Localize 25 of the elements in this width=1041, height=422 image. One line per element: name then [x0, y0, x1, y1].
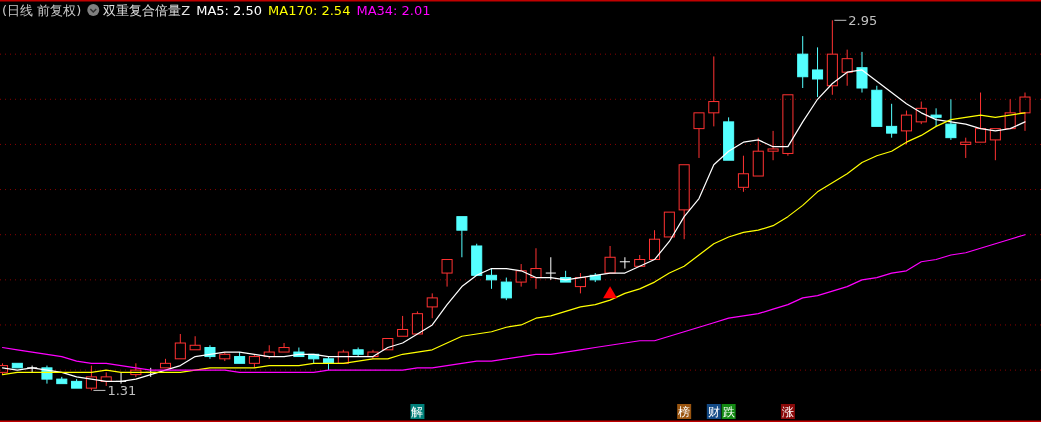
candlestick [619, 256, 631, 270]
x-tick-label: 财 [707, 405, 720, 419]
candlestick [367, 349, 379, 360]
candlestick [930, 107, 942, 127]
candlestick [767, 130, 779, 161]
candlestick [856, 51, 868, 94]
x-tick-label: 解 [411, 405, 424, 419]
candlestick [708, 55, 720, 127]
text: MA34: 2.01 [356, 3, 431, 18]
annotation: 2.95 [848, 13, 878, 29]
candlestick [945, 98, 957, 141]
chart-title: (日线 前复权) [2, 3, 82, 18]
chart-subtitle: 双重复合倍量Z [103, 3, 191, 18]
candlestick [130, 362, 142, 378]
candlestick [826, 19, 838, 96]
candlestick [530, 247, 542, 290]
candlestick [812, 46, 824, 98]
x-tick-label: 跌 [722, 405, 735, 419]
x-tick-label: 榜 [678, 405, 691, 419]
candlestick [1019, 92, 1031, 132]
x-tick-label: 涨 [781, 405, 794, 419]
annotation: 1.31 [107, 383, 137, 399]
text: MA170: 2.54 [268, 3, 351, 18]
text: MA5: 2.50 [196, 3, 263, 18]
candlestick [797, 35, 809, 89]
